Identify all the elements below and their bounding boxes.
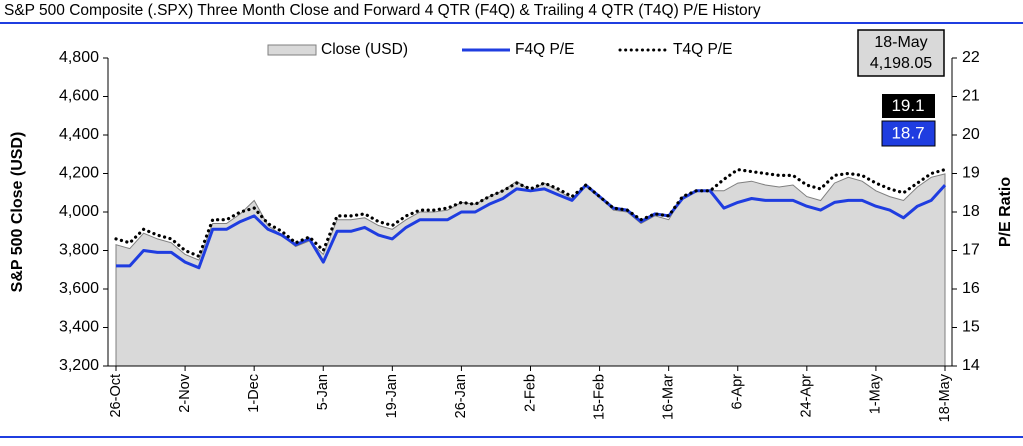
f4q-callout: 18.7 [891,123,924,142]
callout-close: 4,198.05 [870,55,932,72]
y2-axis-title: P/E Ratio [997,177,1014,247]
pe-line [116,183,947,270]
legend-label: T4Q P/E [673,41,732,58]
y-tick-label: 4,200 [59,165,99,182]
x-tick-label: 26-Oct [108,374,124,418]
y-tick-label: 3,400 [59,319,99,336]
y2-tick-label: 16 [962,280,980,297]
y2-tick-label: 20 [962,126,980,143]
legend-swatch [267,44,317,56]
t4q-callout: 19.1 [891,96,924,115]
x-tick-label: 1-Dec [246,374,262,413]
y-tick-label: 3,200 [59,357,99,374]
f4q-callout-box [881,120,936,147]
callout-date: 18-May [874,34,927,51]
y2-tick-label: 15 [962,319,980,336]
legend-label: Close (USD) [321,41,408,58]
x-tick-label: 2-Feb [522,374,538,412]
chart-title: S&P 500 Composite (.SPX) Three Month Clo… [4,2,761,19]
x-tick-label: 5-Jan [315,374,331,410]
x-tick-label: 15-Feb [591,374,607,420]
y-tick-label: 4,400 [59,126,99,143]
y-tick-label: 3,600 [59,280,99,297]
x-tick-label: 19-Jan [384,374,400,418]
y-tick-label: 4,600 [59,88,99,105]
y-tick-label: 4,800 [59,49,99,66]
y2-tick-label: 21 [962,88,980,105]
t4q-callout-box [882,94,935,118]
x-tick-label: 26-Jan [453,374,469,418]
close-callout-box [857,29,945,77]
y-tick-label: 4,000 [59,203,99,220]
y-tick-label: 3,800 [59,242,99,259]
y-axis-title: S&P 500 Close (USD) [9,132,26,293]
y2-tick-label: 14 [962,357,980,374]
x-tick-label: 2-Nov [177,373,193,412]
x-tick-label: 1-May [868,373,884,414]
close-area [115,173,946,367]
legend-label: F4Q P/E [515,41,574,58]
y2-tick-label: 22 [962,49,980,66]
x-tick-label: 16-Mar [660,374,676,420]
pe-line [114,168,947,258]
x-tick-label: 24-Apr [799,374,815,418]
y2-tick-label: 18 [962,203,980,220]
x-tick-label: 18-May [937,373,953,422]
y2-tick-label: 17 [962,242,980,259]
y2-tick-label: 19 [962,165,980,182]
x-tick-label: 6-Apr [730,374,746,410]
